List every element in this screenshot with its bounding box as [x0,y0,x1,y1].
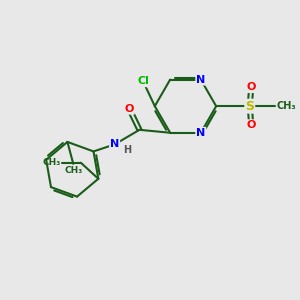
Text: H: H [123,145,131,155]
Text: Cl: Cl [137,76,149,86]
Text: S: S [245,100,254,113]
Text: N: N [110,140,119,149]
Text: N: N [196,128,206,138]
Text: O: O [247,82,256,92]
Text: CH₃: CH₃ [276,101,296,111]
Text: N: N [196,75,206,85]
Text: O: O [124,104,134,114]
Text: O: O [247,120,256,130]
Text: CH₃: CH₃ [42,158,60,167]
Text: CH₃: CH₃ [64,166,83,175]
